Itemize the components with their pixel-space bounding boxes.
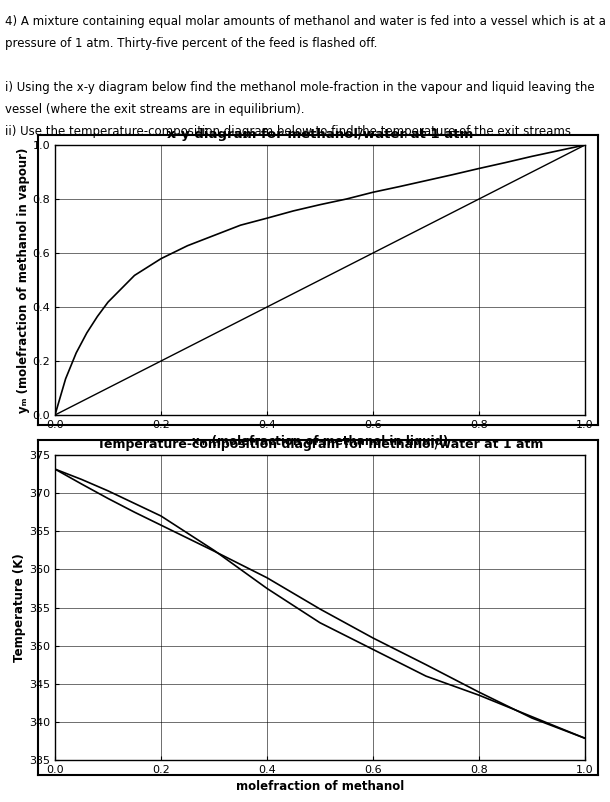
Y-axis label: Temperature (K): Temperature (K) — [13, 553, 26, 662]
Title: Temperature-composition diagram for methanol/water at 1 atm: Temperature-composition diagram for meth… — [97, 438, 543, 451]
X-axis label: molefraction of methanol: molefraction of methanol — [236, 780, 404, 793]
Text: pressure of 1 atm. Thirty-five percent of the feed is flashed off.: pressure of 1 atm. Thirty-five percent o… — [5, 37, 378, 50]
Title: x-y diagram for methanol/water at 1 atm: x-y diagram for methanol/water at 1 atm — [167, 128, 473, 141]
Text: ii) Use the temperature-composition diagram below to find the temperature of the: ii) Use the temperature-composition diag… — [5, 125, 575, 138]
Text: vessel (where the exit streams are in equilibrium).: vessel (where the exit streams are in eq… — [5, 103, 304, 116]
X-axis label: xₘ (molefraction of methanol in liquid): xₘ (molefraction of methanol in liquid) — [192, 435, 448, 448]
Text: i) Using the x-y diagram below find the methanol mole-fraction in the vapour and: i) Using the x-y diagram below find the … — [5, 81, 595, 94]
Text: 4) A mixture containing equal molar amounts of methanol and water is fed into a : 4) A mixture containing equal molar amou… — [5, 15, 606, 28]
Y-axis label: yₘ (molefraction of methanol in vapour): yₘ (molefraction of methanol in vapour) — [16, 148, 30, 413]
